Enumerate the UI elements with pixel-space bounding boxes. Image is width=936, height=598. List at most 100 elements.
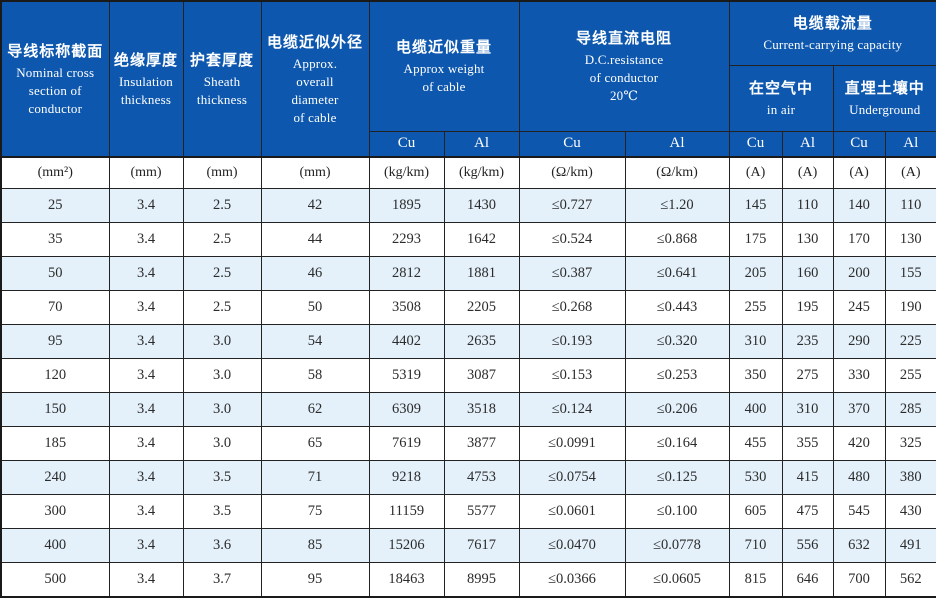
table-cell: 710: [728, 527, 783, 563]
table-cell: 815: [728, 561, 783, 597]
table-cell: 44: [260, 221, 370, 257]
unit-underground-al: (A): [884, 156, 936, 189]
table-cell: 235: [781, 323, 834, 359]
table-cell: 58: [260, 357, 370, 393]
header-row-main: 导线标称截面 Nominal cross section of conducto…: [0, 0, 936, 158]
header-sheath-en-line1: Sheath: [203, 73, 241, 89]
table-cell: 3508: [368, 289, 445, 325]
table-cell: 1895: [368, 187, 445, 223]
table-cell: 430: [884, 493, 936, 529]
header-underground-cu: Cu: [832, 130, 886, 158]
table-cell: 240: [0, 459, 110, 495]
table-cell: 275: [781, 357, 834, 393]
table-row: 500 3.4 3.7 95 18463 8995 ≤0.0366 ≤0.0605 815 646…: [0, 561, 936, 597]
table-cell: 54: [260, 323, 370, 359]
table-cell: 415: [781, 459, 834, 495]
table-row: 240 3.4 3.5 71 9218 4753 ≤0.0754 ≤0.125 530 415 48…: [0, 459, 936, 495]
table-cell: 145: [728, 187, 783, 223]
table-cell: 310: [728, 323, 783, 359]
table-cell: 75: [260, 493, 370, 529]
header-weight-cu: Cu: [368, 130, 445, 158]
table-cell: 2.5: [182, 221, 262, 257]
header-resistance-al: Al: [624, 130, 730, 158]
table-cell: 8995: [443, 561, 520, 597]
table-cell: 3518: [443, 391, 520, 427]
table-cell: 2293: [368, 221, 445, 257]
header-sheath-thickness: 护套厚度 Sheath thickness: [182, 0, 262, 158]
table-cell: 15206: [368, 527, 445, 563]
header-weight-zh: 电缆近似重量: [396, 40, 493, 57]
table-cell: 4402: [368, 323, 445, 359]
header-diameter-zh: 电缆近似外径: [266, 34, 363, 51]
header-nominal-en-line1: Nominal cross: [16, 64, 95, 80]
table-cell: 455: [728, 425, 783, 461]
table-cell: 95: [0, 323, 110, 359]
header-weight-en-line2: of cable: [422, 79, 466, 95]
table-cell: 9218: [368, 459, 445, 495]
table-cell: 700: [832, 561, 886, 597]
header-underground: 直埋土壤中 Underground: [832, 64, 936, 132]
table-cell: 350: [728, 357, 783, 393]
table-cell: 475: [781, 493, 834, 529]
header-resistance-en-line1: D.C.resistance: [584, 51, 664, 67]
table-cell: ≤0.868: [624, 221, 730, 257]
header-weight-en-line1: Approx weight: [403, 61, 485, 77]
header-capacity-zh: 电缆载流量: [792, 16, 873, 33]
table-row: 400 3.4 3.6 85 15206 7617 ≤0.0470 ≤0.0778 710 556…: [0, 527, 936, 563]
header-underground-en: Underground: [849, 101, 921, 117]
table-cell: ≤0.193: [518, 323, 626, 359]
header-insulation-en-line1: Insulation: [119, 73, 173, 89]
table-cell: 18463: [368, 561, 445, 597]
table-cell: 556: [781, 527, 834, 563]
table-cell: 3.4: [108, 289, 184, 325]
table-body: 25 3.4 2.5 42 1895 1430 ≤0.727 ≤1.20 145 110 140 11…: [0, 187, 936, 597]
table-cell: ≤0.0605: [624, 561, 730, 597]
table-cell: ≤0.253: [624, 357, 730, 393]
header-nominal-en-line2: section of: [28, 82, 82, 98]
table-cell: 2635: [443, 323, 520, 359]
table-row: 120 3.4 3.0 58 5319 3087 ≤0.153 ≤0.253 350 275 330…: [0, 357, 936, 393]
header-nominal-cross-section: 导线标称截面 Nominal cross section of conducto…: [0, 0, 110, 158]
table-row: 70 3.4 2.5 50 3508 2205 ≤0.268 ≤0.443 255 195 245 1…: [0, 289, 936, 325]
table-cell: 170: [832, 221, 886, 257]
table-cell: 130: [884, 221, 936, 257]
table-cell: 85: [260, 527, 370, 563]
table-cell: ≤0.268: [518, 289, 626, 325]
header-dc-resistance: 导线直流电阻 D.C.resistance of conductor 20℃: [518, 0, 730, 132]
table-cell: ≤0.0601: [518, 493, 626, 529]
table-row: 35 3.4 2.5 44 2293 1642 ≤0.524 ≤0.868 175 130 170 1…: [0, 221, 936, 257]
table-cell: 3.0: [182, 391, 262, 427]
table-cell: ≤0.100: [624, 493, 730, 529]
header-resistance-en-line2: of conductor: [589, 70, 659, 86]
table-cell: ≤0.320: [624, 323, 730, 359]
table-cell: 3.4: [108, 459, 184, 495]
table-cell: 300: [0, 493, 110, 529]
unit-underground-cu: (A): [832, 156, 886, 189]
table-cell: 50: [260, 289, 370, 325]
table-cell: 370: [832, 391, 886, 427]
table-cell: 2812: [368, 255, 445, 291]
table-cell: 7617: [443, 527, 520, 563]
table-cell: 185: [0, 425, 110, 461]
table-cell: 2.5: [182, 187, 262, 223]
table-cell: 3.4: [108, 221, 184, 257]
header-air-cu: Cu: [728, 130, 783, 158]
header-diameter-en-line3: diameter: [291, 92, 339, 107]
table-cell: 3.4: [108, 187, 184, 223]
units-row: (mm²) (mm) (mm) (mm) (kg/km) (kg/km) (Ω/…: [0, 156, 936, 189]
table-cell: 5319: [368, 357, 445, 393]
table-cell: 3.4: [108, 493, 184, 529]
table-cell: ≤0.125: [624, 459, 730, 495]
header-nominal-zh: 导线标称截面: [7, 43, 104, 60]
table-cell: 35: [0, 221, 110, 257]
header-diameter-en-line4: of cable: [293, 110, 337, 126]
table-cell: 3087: [443, 357, 520, 393]
table-cell: 150: [0, 391, 110, 427]
table-cell: 3.4: [108, 561, 184, 597]
table-cell: ≤0.0991: [518, 425, 626, 461]
table-cell: 205: [728, 255, 783, 291]
table-cell: 155: [884, 255, 936, 291]
unit-sheath: (mm): [182, 156, 262, 189]
